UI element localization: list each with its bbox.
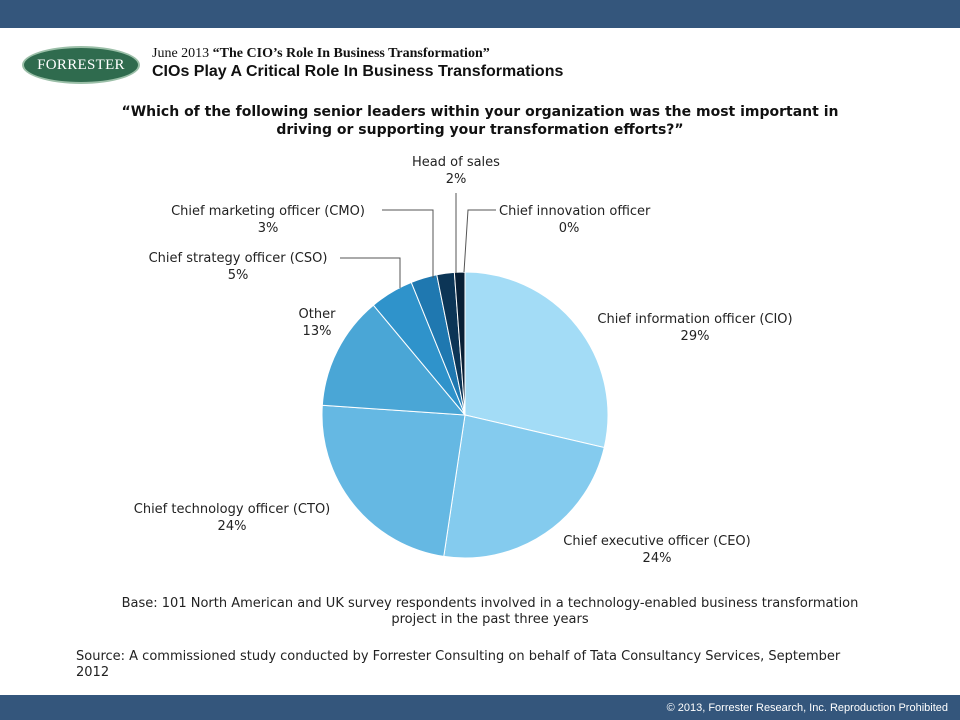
slice-label: Chief marketing officer (CMO) (171, 204, 365, 219)
forrester-logo: FORRESTER (22, 46, 140, 84)
pie-slice (321, 404, 466, 557)
slice-label: Chief executive officer (CEO) (563, 534, 750, 549)
report-date: June 2013 (152, 46, 210, 61)
pie-slice (453, 271, 466, 416)
slice-value-label: 24% (643, 551, 672, 566)
leader-line (382, 209, 434, 278)
report-title: “The CIO’s Role In Business Transformati… (212, 46, 490, 61)
top-bar (0, 0, 960, 28)
report-line: June 2013 “The CIO’s Role In Business Tr… (152, 46, 490, 62)
slice-label: Chief strategy officer (CSO) (149, 251, 328, 266)
survey-question: “Which of the following senior leaders w… (121, 104, 839, 138)
slice-value-label: 2% (446, 172, 467, 187)
pie-slice (321, 304, 467, 416)
leader-line (463, 209, 496, 273)
pie-slice (443, 414, 605, 559)
slice-value-label: 3% (258, 221, 279, 236)
base-note: Base: 101 North American and UK survey r… (121, 596, 859, 627)
slide-title: CIOs Play A Critical Role In Business Tr… (152, 63, 564, 80)
slice-label: Chief innovation officer (499, 204, 651, 219)
slice-value-label: 29% (681, 329, 710, 344)
slice-label: Head of sales (412, 155, 500, 170)
slice-value-label: 5% (228, 268, 249, 283)
copyright-text: © 2013, Forrester Research, Inc. Reprodu… (666, 702, 948, 714)
source-note: Source: A commissioned study conducted b… (76, 649, 841, 680)
bottom-bar: © 2013, Forrester Research, Inc. Reprodu… (0, 695, 960, 720)
logo-text: FORRESTER (37, 56, 125, 73)
slice-value-label: 0% (559, 221, 580, 236)
slice-label: Other (299, 307, 337, 322)
leader-line (340, 257, 401, 288)
slice-value-label: 13% (303, 324, 332, 339)
slice-label: Chief technology officer (CTO) (134, 502, 331, 517)
slice-value-label: 24% (218, 519, 247, 534)
slice-label: Chief information officer (CIO) (597, 312, 792, 327)
pie-slice (464, 271, 609, 449)
